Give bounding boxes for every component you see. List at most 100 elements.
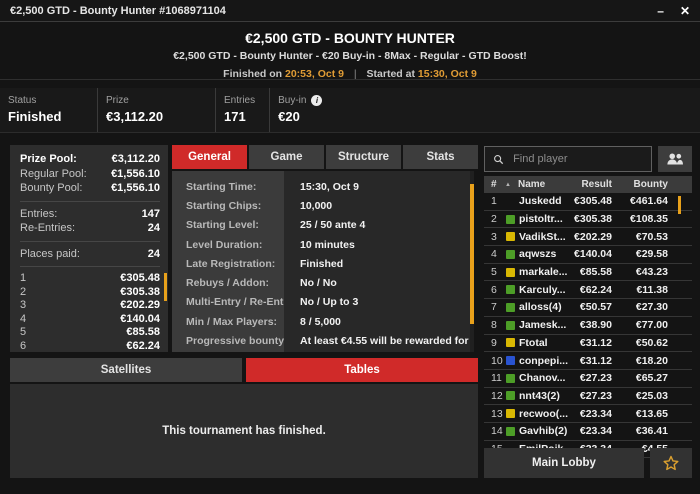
player-bounty: €29.58 [635, 248, 668, 261]
info-tab[interactable]: Structure [326, 145, 401, 169]
player-row[interactable]: 13 recwoo(... €23.34 €13.65 [484, 405, 692, 423]
column-name[interactable]: Name [518, 179, 546, 190]
info-rows: Starting Time: 15:30, Oct 9 Starting Chi… [172, 171, 474, 351]
player-bounty: €70.53 [635, 230, 668, 243]
status-item: Entries i 171 [215, 88, 269, 132]
player-bounty: €25.03 [635, 389, 668, 402]
search-box[interactable] [484, 146, 652, 172]
payout-place: 5 [20, 326, 27, 339]
player-name: conpepi... [519, 354, 568, 367]
payout-place: 4 [20, 312, 27, 325]
status-item-value: 171 [224, 109, 246, 124]
players-table-body: 1 Juskedd €305.48 €461.64 2 pistoltr... … [484, 193, 692, 459]
column-bounty[interactable]: Bounty [633, 179, 668, 190]
player-row[interactable]: 8 Jamesk... €38.90 €77.00 [484, 317, 692, 335]
info-row: Progressive bounty: At least €4.55 will … [186, 335, 474, 348]
player-rank: 3 [491, 230, 497, 243]
search-icon [494, 154, 504, 164]
player-bounty: €461.64 [630, 195, 668, 208]
tournament-header: €2,500 GTD - BOUNTY HUNTER €2,500 GTD - … [0, 23, 700, 80]
info-icon[interactable]: i [311, 95, 323, 106]
player-row[interactable]: 11 Chanov... €27.23 €65.27 [484, 370, 692, 388]
payout-scrollbar[interactable] [164, 273, 167, 301]
player-name: Ftotal [519, 336, 548, 349]
info-row: Min / Max Players: 8 / 5,000 [186, 315, 341, 328]
entries-row: Entries: 147 [20, 207, 160, 220]
player-row[interactable]: 4 aqwszs €140.04 €29.58 [484, 246, 692, 264]
sort-ascending-icon[interactable]: ▲ [505, 181, 511, 188]
player-search-row [484, 146, 692, 172]
player-result: €27.23 [579, 372, 612, 385]
player-rank: 12 [491, 389, 503, 402]
player-result: €140.04 [574, 248, 612, 261]
close-icon[interactable]: ✕ [679, 3, 690, 18]
player-row[interactable]: 6 Karculy... €62.24 €11.38 [484, 281, 692, 300]
player-rank: 11 [491, 372, 502, 385]
player-result: €305.38 [574, 213, 612, 226]
info-row: Late Registration: Finished [186, 257, 344, 270]
info-tab[interactable]: Game [249, 145, 324, 169]
player-bounty: €36.41 [635, 425, 668, 438]
payout-amount: €305.48 [120, 272, 160, 284]
player-name: alloss(4) [519, 301, 562, 314]
player-result: €27.23 [579, 389, 612, 402]
player-row[interactable]: 7 alloss(4) €50.57 €27.30 [484, 299, 692, 317]
entries-group: Entries: 147 Re-Entries: 24 [20, 200, 160, 241]
player-name: aqwszs [519, 248, 557, 261]
player-row[interactable]: 1 Juskedd €305.48 €461.64 [484, 193, 692, 211]
player-row[interactable]: 10 conpepi... €31.12 €18.20 [484, 352, 692, 370]
player-row[interactable]: 12 nnt43(2) €27.23 €25.03 [484, 388, 692, 406]
players-scrollbar-thumb[interactable] [678, 196, 681, 214]
player-name: nnt43(2) [519, 389, 560, 402]
pool-row: Regular Pool: €1,556.10 [20, 167, 160, 180]
player-rank: 2 [491, 213, 497, 226]
player-rank: 4 [491, 248, 497, 261]
info-scrollbar-track[interactable] [470, 171, 474, 352]
player-bounty: €43.23 [635, 266, 668, 279]
country-flag-icon [506, 338, 515, 348]
status-item-value: Finished [8, 109, 62, 124]
player-row[interactable]: 3 VadikSt... €202.29 €70.53 [484, 228, 692, 247]
player-bounty: €65.27 [635, 372, 668, 385]
tournament-finished-message: This tournament has finished. [162, 425, 326, 437]
country-flag-icon [506, 285, 515, 295]
info-tab[interactable]: General [172, 145, 247, 169]
player-row[interactable]: 14 Gavhib(2) €23.34 €36.41 [484, 423, 692, 441]
country-flag-icon [506, 373, 515, 383]
player-rank: 8 [491, 319, 497, 332]
player-result: €31.12 [579, 354, 612, 367]
player-name: VadikSt... [519, 230, 566, 243]
favorite-button[interactable] [650, 448, 692, 478]
players-list-button[interactable] [658, 146, 692, 172]
player-bounty: €50.62 [635, 336, 668, 349]
tables-panel: This tournament has finished. [10, 384, 478, 478]
player-row[interactable]: 5 markale... €85.58 €43.23 [484, 264, 692, 282]
player-name: Jamesk... [519, 319, 567, 332]
info-scrollbar-thumb[interactable] [470, 184, 474, 324]
title-bar: €2,500 GTD - Bounty Hunter #1068971104 –… [0, 0, 700, 22]
payout-amount: €305.38 [120, 285, 160, 298]
search-input[interactable] [511, 152, 643, 166]
minimize-icon[interactable]: – [657, 3, 664, 18]
country-flag-icon [506, 214, 515, 224]
main-lobby-button[interactable]: Main Lobby [484, 448, 644, 478]
payout-row: 3 €202.29 [20, 299, 160, 313]
player-row[interactable]: 2 pistoltr... €305.38 €108.35 [484, 211, 692, 229]
player-result: €62.24 [579, 283, 612, 296]
bottom-tab[interactable]: Satellites [10, 358, 242, 382]
player-result: €23.34 [579, 425, 612, 438]
info-tab-bar: General Game Structure Stats [172, 145, 478, 169]
info-tab[interactable]: Stats [403, 145, 478, 169]
bottom-tab[interactable]: Tables [246, 358, 478, 382]
player-row[interactable]: 9 Ftotal €31.12 €50.62 [484, 335, 692, 353]
player-name: Chanov... [519, 372, 566, 385]
player-rank: 13 [491, 407, 503, 420]
status-item-value: €3,112.20 [106, 109, 164, 124]
status-item-label: Buy-in i [278, 95, 323, 106]
status-bar: Status i Finished Prize i €3,112.20 Entr… [0, 88, 700, 133]
info-row: Starting Chips: 10,000 [186, 199, 333, 212]
player-rank: 9 [491, 336, 497, 349]
column-result[interactable]: Result [581, 179, 612, 190]
column-rank[interactable]: # [491, 179, 497, 190]
